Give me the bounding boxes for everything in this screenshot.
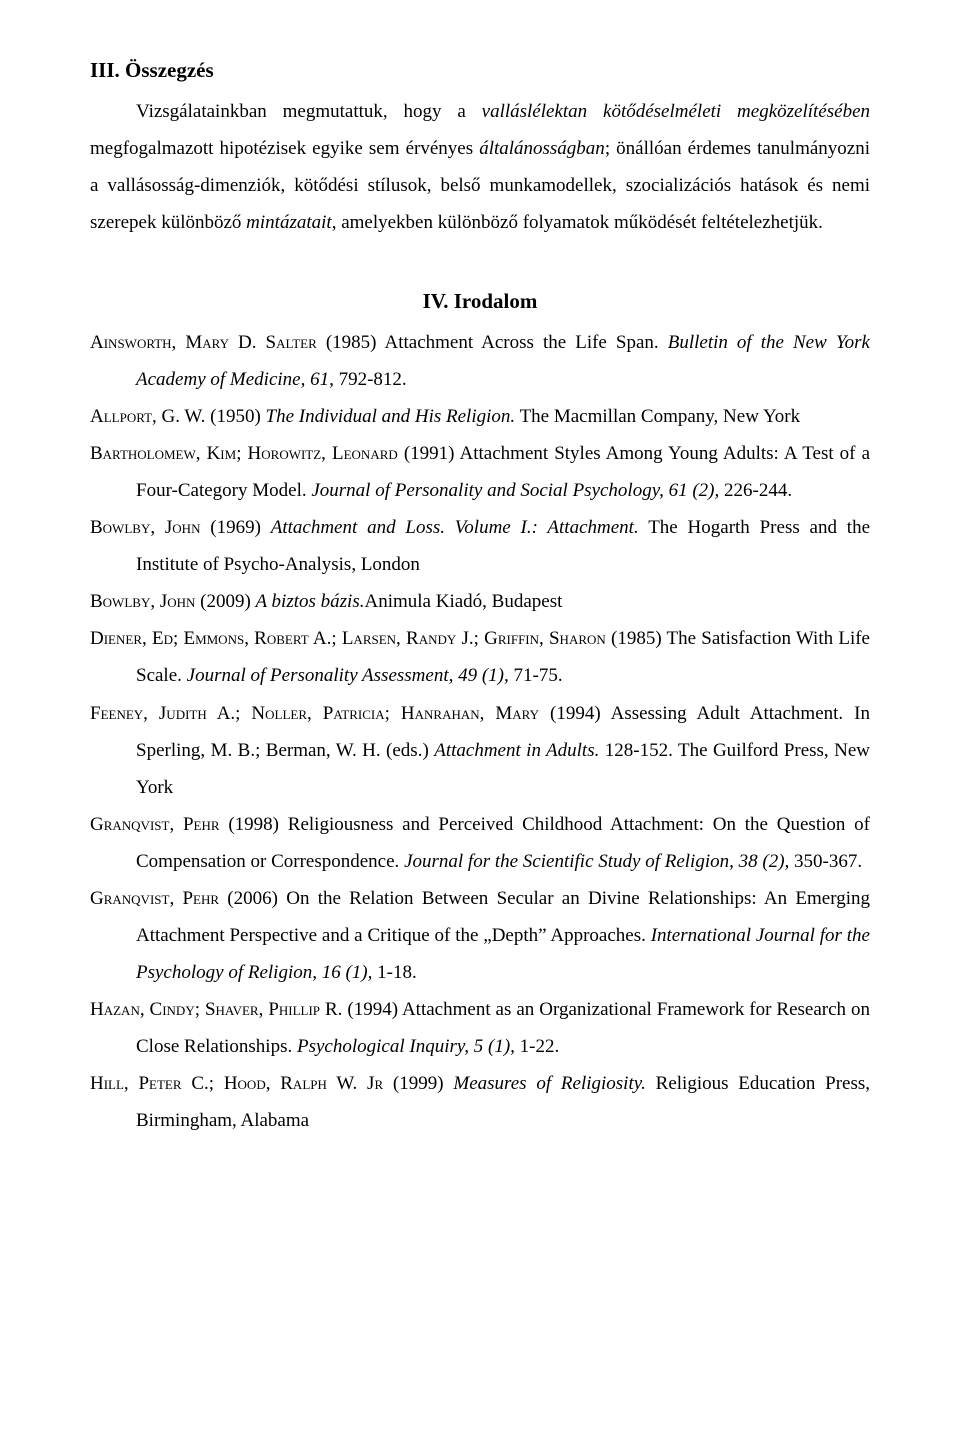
reference-entry: Feeney, Judith A.; Noller, Patricia; Han…: [90, 695, 870, 806]
reference-entry: Bowlby, John (1969) Attachment and Loss.…: [90, 509, 870, 583]
section-4-heading: IV. Irodalom: [90, 281, 870, 322]
reference-entry: Diener, Ed; Emmons, Robert A.; Larsen, R…: [90, 620, 870, 694]
section-3-heading: III. Összegzés: [90, 50, 870, 91]
reference-entry: Granqvist, Pehr (1998) Religiousness and…: [90, 806, 870, 880]
summary-paragraph: Vizsgálatainkban megmutattuk, hogy a val…: [90, 93, 870, 241]
reference-entry: Hazan, Cindy; Shaver, Phillip R. (1994) …: [90, 991, 870, 1065]
reference-list: Ainsworth, Mary D. Salter (1985) Attachm…: [90, 324, 870, 1139]
reference-entry: Granqvist, Pehr (2006) On the Relation B…: [90, 880, 870, 991]
reference-entry: Bartholomew, Kim; Horowitz, Leonard (199…: [90, 435, 870, 509]
reference-entry: Ainsworth, Mary D. Salter (1985) Attachm…: [90, 324, 870, 398]
reference-entry: Hill, Peter C.; Hood, Ralph W. Jr (1999)…: [90, 1065, 870, 1139]
reference-entry: Allport, G. W. (1950) The Individual and…: [90, 398, 870, 435]
reference-entry: Bowlby, John (2009) A biztos bázis.Animu…: [90, 583, 870, 620]
